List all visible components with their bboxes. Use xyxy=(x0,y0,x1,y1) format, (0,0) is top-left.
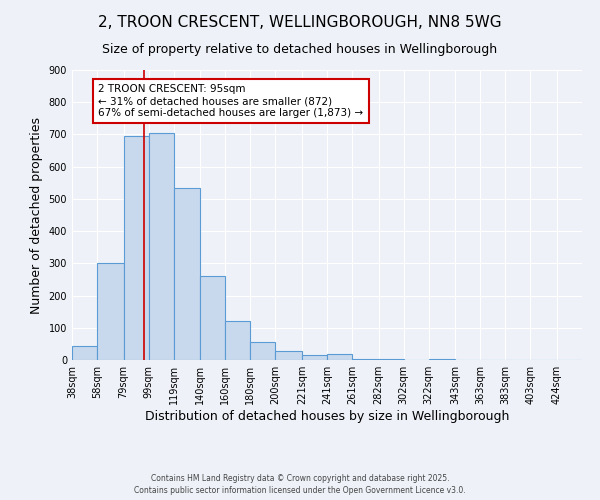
Bar xyxy=(174,188,200,360)
Bar xyxy=(124,136,149,360)
Bar xyxy=(327,354,352,360)
Bar xyxy=(72,346,97,360)
Bar xyxy=(429,358,455,360)
Bar xyxy=(149,133,174,360)
Bar xyxy=(97,264,124,360)
X-axis label: Distribution of detached houses by size in Wellingborough: Distribution of detached houses by size … xyxy=(145,410,509,423)
Text: 2 TROON CRESCENT: 95sqm
← 31% of detached houses are smaller (872)
67% of semi-d: 2 TROON CRESCENT: 95sqm ← 31% of detache… xyxy=(98,84,364,117)
Text: Size of property relative to detached houses in Wellingborough: Size of property relative to detached ho… xyxy=(103,42,497,56)
Text: 2, TROON CRESCENT, WELLINGBOROUGH, NN8 5WG: 2, TROON CRESCENT, WELLINGBOROUGH, NN8 5… xyxy=(98,15,502,30)
Text: Contains HM Land Registry data © Crown copyright and database right 2025.
Contai: Contains HM Land Registry data © Crown c… xyxy=(134,474,466,495)
Bar xyxy=(225,320,250,360)
Bar xyxy=(200,276,225,360)
Bar xyxy=(302,355,327,360)
Y-axis label: Number of detached properties: Number of detached properties xyxy=(30,116,43,314)
Bar xyxy=(250,342,275,360)
Bar xyxy=(352,359,379,360)
Bar xyxy=(275,351,302,360)
